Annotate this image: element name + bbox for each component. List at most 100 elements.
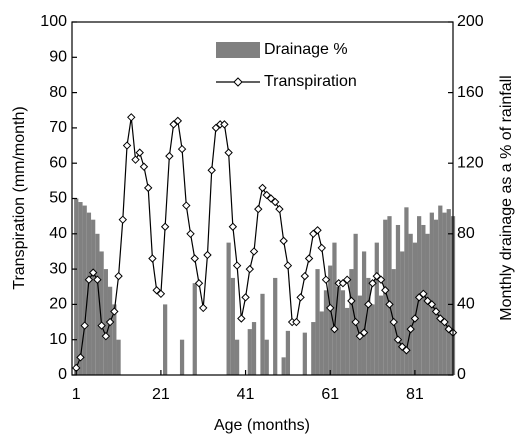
bar xyxy=(353,233,358,375)
marker xyxy=(397,342,407,351)
marker xyxy=(296,293,305,302)
marker xyxy=(266,194,276,203)
marker xyxy=(381,286,390,295)
bar xyxy=(82,205,87,375)
marker xyxy=(364,300,373,309)
legend-label: Drainage % xyxy=(264,41,348,58)
bar xyxy=(429,212,434,375)
marker xyxy=(122,141,132,150)
x-axis-label: Age (months) xyxy=(214,417,310,434)
marker xyxy=(410,314,420,323)
legend-marker xyxy=(233,77,243,87)
marker xyxy=(118,215,128,224)
bar xyxy=(264,339,269,375)
y-tick-label: 0 xyxy=(58,366,67,383)
bar xyxy=(395,224,401,375)
legend-label: Transpiration xyxy=(264,73,357,90)
bar xyxy=(387,216,392,375)
marker xyxy=(224,148,233,157)
y2-tick-label: 160 xyxy=(457,84,484,101)
y-tick-label: 80 xyxy=(49,84,67,101)
bar xyxy=(192,283,197,375)
marker xyxy=(347,296,356,306)
marker xyxy=(423,296,432,306)
bar xyxy=(442,212,447,375)
marker xyxy=(160,222,170,231)
marker xyxy=(148,254,157,263)
marker xyxy=(173,116,183,126)
marker xyxy=(300,271,310,281)
x-tick-label: 1 xyxy=(72,386,81,403)
x-tick-label: 41 xyxy=(237,386,255,403)
marker xyxy=(444,324,453,334)
y2-tick-label: 40 xyxy=(457,296,475,313)
x-tick-label: 61 xyxy=(321,386,339,403)
marker xyxy=(80,321,89,330)
marker xyxy=(283,261,293,270)
marker xyxy=(368,279,377,288)
marker xyxy=(309,229,318,239)
marker xyxy=(342,275,352,284)
bar xyxy=(433,219,439,375)
marker xyxy=(254,204,263,214)
marker xyxy=(241,293,250,302)
marker xyxy=(199,303,208,313)
y-tick-label: 100 xyxy=(40,13,67,30)
bar xyxy=(404,207,409,375)
marker xyxy=(372,271,382,281)
x-tick-label: 81 xyxy=(406,386,424,403)
marker xyxy=(186,229,195,239)
marker xyxy=(76,353,85,362)
bar xyxy=(311,322,316,375)
marker xyxy=(359,328,369,337)
marker xyxy=(414,293,424,302)
marker xyxy=(249,247,259,256)
bar xyxy=(383,219,388,375)
y-tick-label: 40 xyxy=(49,225,67,242)
marker xyxy=(165,151,174,161)
marker xyxy=(182,201,191,210)
bar xyxy=(163,304,168,375)
marker xyxy=(275,204,284,214)
marker xyxy=(385,300,394,309)
marker xyxy=(436,314,445,323)
y2-tick-label: 0 xyxy=(457,366,466,383)
marker xyxy=(258,183,267,193)
bar xyxy=(438,205,443,375)
marker xyxy=(84,275,94,284)
marker xyxy=(169,120,178,129)
y2-tick-label: 200 xyxy=(457,13,484,30)
bar xyxy=(281,357,286,375)
marker xyxy=(393,335,403,344)
bar xyxy=(302,332,307,375)
y-tick-label: 30 xyxy=(49,260,67,277)
bar xyxy=(370,304,375,375)
y-tick-label: 20 xyxy=(49,296,67,313)
marker xyxy=(127,113,136,122)
bar xyxy=(323,290,329,375)
bar xyxy=(421,224,426,375)
y-axis-label: Transpiration (mm/month) xyxy=(11,106,28,289)
bar xyxy=(179,339,185,375)
bar xyxy=(366,277,371,375)
bar xyxy=(103,269,108,375)
y2-axis-label: Monthly drainage as a % of rainfall xyxy=(498,75,515,320)
bar xyxy=(99,251,104,375)
legend-swatch xyxy=(216,42,260,58)
marker xyxy=(139,162,149,171)
marker xyxy=(131,155,140,164)
y-tick-label: 70 xyxy=(49,119,67,136)
marker xyxy=(156,289,166,299)
marker xyxy=(326,303,335,313)
bar xyxy=(412,242,418,375)
bar xyxy=(74,198,79,375)
marker xyxy=(304,254,314,263)
y-tick-label: 10 xyxy=(49,331,67,348)
bar xyxy=(328,265,333,375)
bar xyxy=(400,251,405,375)
y2-tick-label: 120 xyxy=(457,154,484,171)
bar xyxy=(340,290,346,375)
marker xyxy=(313,226,322,235)
marker xyxy=(338,279,348,288)
marker xyxy=(97,321,106,330)
